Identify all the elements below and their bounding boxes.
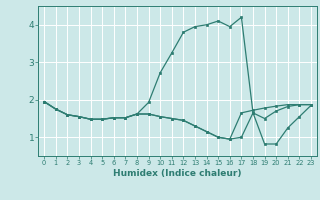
X-axis label: Humidex (Indice chaleur): Humidex (Indice chaleur) [113,169,242,178]
